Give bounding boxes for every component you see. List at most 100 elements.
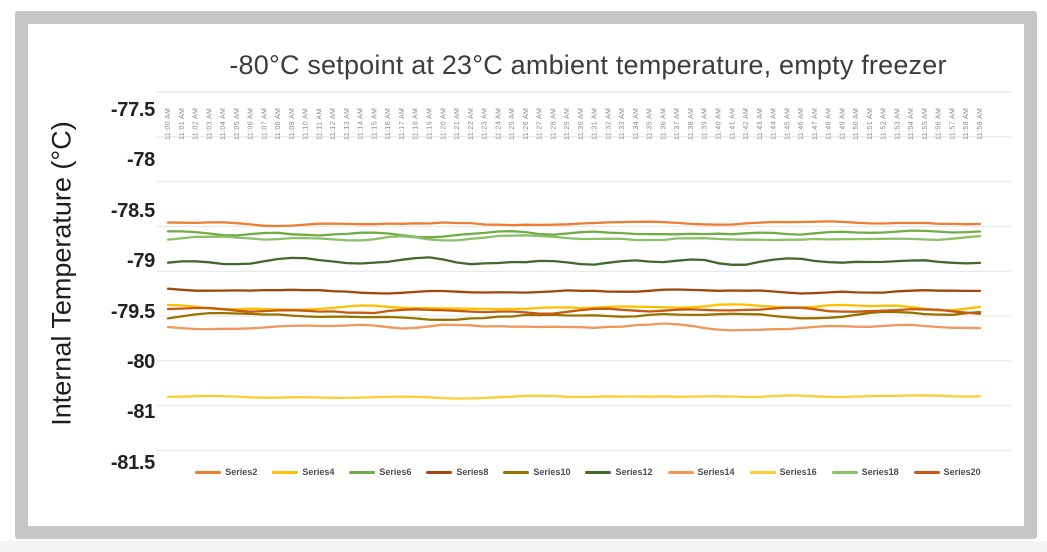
y-tick-label: -79	[126, 250, 155, 273]
x-tick-label: 11:03 AM	[206, 108, 213, 140]
y-tick-label: -78	[126, 149, 155, 172]
legend-swatch	[349, 470, 376, 474]
x-tick-label: 11:12 AM	[330, 108, 337, 140]
series-line-Series8	[166, 287, 982, 295]
x-tick-label: 11:58 AM	[963, 108, 970, 140]
x-tick-label: 11:39 AM	[702, 108, 709, 140]
x-tick-label: 11:11 AM	[316, 108, 323, 140]
x-tick-label: 11:34 AM	[633, 108, 640, 140]
legend-label: Series12	[615, 467, 653, 477]
legend-swatch	[831, 470, 858, 474]
x-tick-label: 11:22 AM	[468, 108, 475, 140]
y-tick-label: -80	[126, 351, 155, 373]
x-tick-label: 11:25 AM	[509, 108, 516, 140]
series-line-Series18	[166, 234, 982, 242]
x-tick-label: 11:07 AM	[261, 108, 268, 140]
y-tick-label: -81	[126, 401, 155, 424]
x-tick-label: 11:21 AM	[454, 108, 461, 140]
legend-swatch	[503, 470, 530, 474]
legend-item-Series2: Series2	[195, 467, 257, 477]
x-tick-label: 11:45 AM	[784, 108, 791, 140]
legend-label: Series6	[379, 467, 412, 477]
x-tick-label: 11:19 AM	[426, 108, 433, 140]
y-tick-label: -79.5	[110, 300, 155, 323]
x-tick-label: 11:08 AM	[275, 108, 282, 140]
x-tick-label: 11:49 AM	[839, 108, 846, 140]
x-tick-label: 11:42 AM	[743, 108, 750, 140]
legend-swatch	[195, 470, 222, 474]
legend-label: Series4	[302, 467, 335, 477]
legend-label: Series20	[943, 467, 981, 477]
x-tick-label: 11:26 AM	[523, 108, 530, 140]
x-tick-label: 11:52 AM	[881, 108, 888, 140]
y-tick-label: -77.5	[110, 99, 155, 121]
x-tick-label: 11:05 AM	[234, 108, 241, 140]
x-tick-label: 11:15 AM	[371, 108, 378, 140]
x-tick-label: 11:30 AM	[578, 108, 585, 140]
x-tick-label: 11:00 AM	[165, 108, 172, 140]
legend-item-Series8: Series8	[426, 467, 488, 477]
legend-item-Series20: Series20	[913, 467, 981, 477]
legend-swatch	[913, 470, 940, 474]
x-tick-label: 11:46 AM	[798, 108, 805, 140]
legend-swatch	[272, 470, 299, 474]
legend-item-Series18: Series18	[831, 467, 899, 477]
x-tick-label: 11:02 AM	[193, 108, 200, 140]
legend-swatch	[667, 470, 694, 474]
x-tick-label: 11:48 AM	[826, 108, 833, 140]
x-tick-label: 11:28 AM	[550, 108, 557, 140]
x-tick-label: 11:06 AM	[248, 108, 255, 140]
series-line-Series14	[166, 322, 982, 332]
x-tick-label: 11:40 AM	[716, 108, 723, 140]
x-tick-label: 11:38 AM	[688, 108, 695, 140]
x-tick-label: 11:23 AM	[482, 108, 489, 140]
x-tick-label: 11:47 AM	[812, 108, 819, 140]
x-tick-label: 11:57 AM	[949, 108, 956, 140]
legend-swatch	[749, 470, 776, 474]
x-tick-label: 11:41 AM	[729, 108, 736, 140]
chart-frame-border	[15, 11, 1037, 539]
legend-item-Series16: Series16	[749, 467, 817, 477]
x-tick-label: 11:51 AM	[867, 108, 874, 140]
legend-item-Series10: Series10	[503, 467, 570, 477]
x-tick-label: 11:04 AM	[220, 108, 227, 140]
x-tick-label: 11:50 AM	[853, 108, 860, 140]
x-tick-label: 11:13 AM	[344, 108, 351, 140]
legend-label: Series16	[779, 467, 817, 477]
footer-strip	[0, 541, 1047, 552]
series-line-Series12	[166, 256, 982, 266]
x-tick-label: 11:17 AM	[399, 108, 406, 140]
x-tick-label: 11:55 AM	[922, 108, 929, 140]
y-tick-label: -78.5	[110, 199, 155, 222]
legend-item-Series14: Series14	[667, 467, 735, 477]
legend-item-Series6: Series6	[349, 467, 411, 477]
x-tick-label: 11:44 AM	[771, 108, 778, 140]
x-tick-label: 11:31 AM	[592, 108, 599, 140]
series-line-Series2	[166, 220, 982, 228]
legend-label: Series10	[533, 467, 571, 477]
x-tick-label: 11:18 AM	[413, 108, 420, 140]
x-tick-label: 11:16 AM	[385, 108, 392, 140]
x-tick-label: 11:36 AM	[660, 108, 667, 140]
x-tick-label: 11:10 AM	[303, 108, 310, 140]
legend-label: Series8	[456, 467, 489, 477]
x-tick-label: 11:24 AM	[495, 108, 502, 140]
x-tick-label: 11:29 AM	[564, 108, 571, 140]
legend-label: Series18	[861, 467, 899, 477]
x-tick-label: 11:32 AM	[605, 108, 612, 140]
legend: Series2 Series4 Series6 Series8 Series10 Seri…	[160, 464, 1016, 480]
x-tick-label: 11:01 AM	[179, 108, 186, 140]
legend-label: Series14	[697, 467, 735, 477]
series-line-Series16	[166, 394, 982, 400]
x-tick-label: 11:37 AM	[674, 108, 681, 140]
series-line-Series20	[166, 306, 982, 316]
y-axis-title: Internal Temperature (°C)	[46, 121, 77, 426]
x-tick-label: 11:33 AM	[619, 108, 626, 140]
x-tick-label: 11:54 AM	[908, 108, 915, 140]
legend-item-Series12: Series12	[585, 467, 653, 477]
legend-swatch	[426, 470, 453, 474]
x-tick-label: 11:27 AM	[537, 108, 544, 140]
x-tick-label: 11:53 AM	[894, 108, 901, 140]
